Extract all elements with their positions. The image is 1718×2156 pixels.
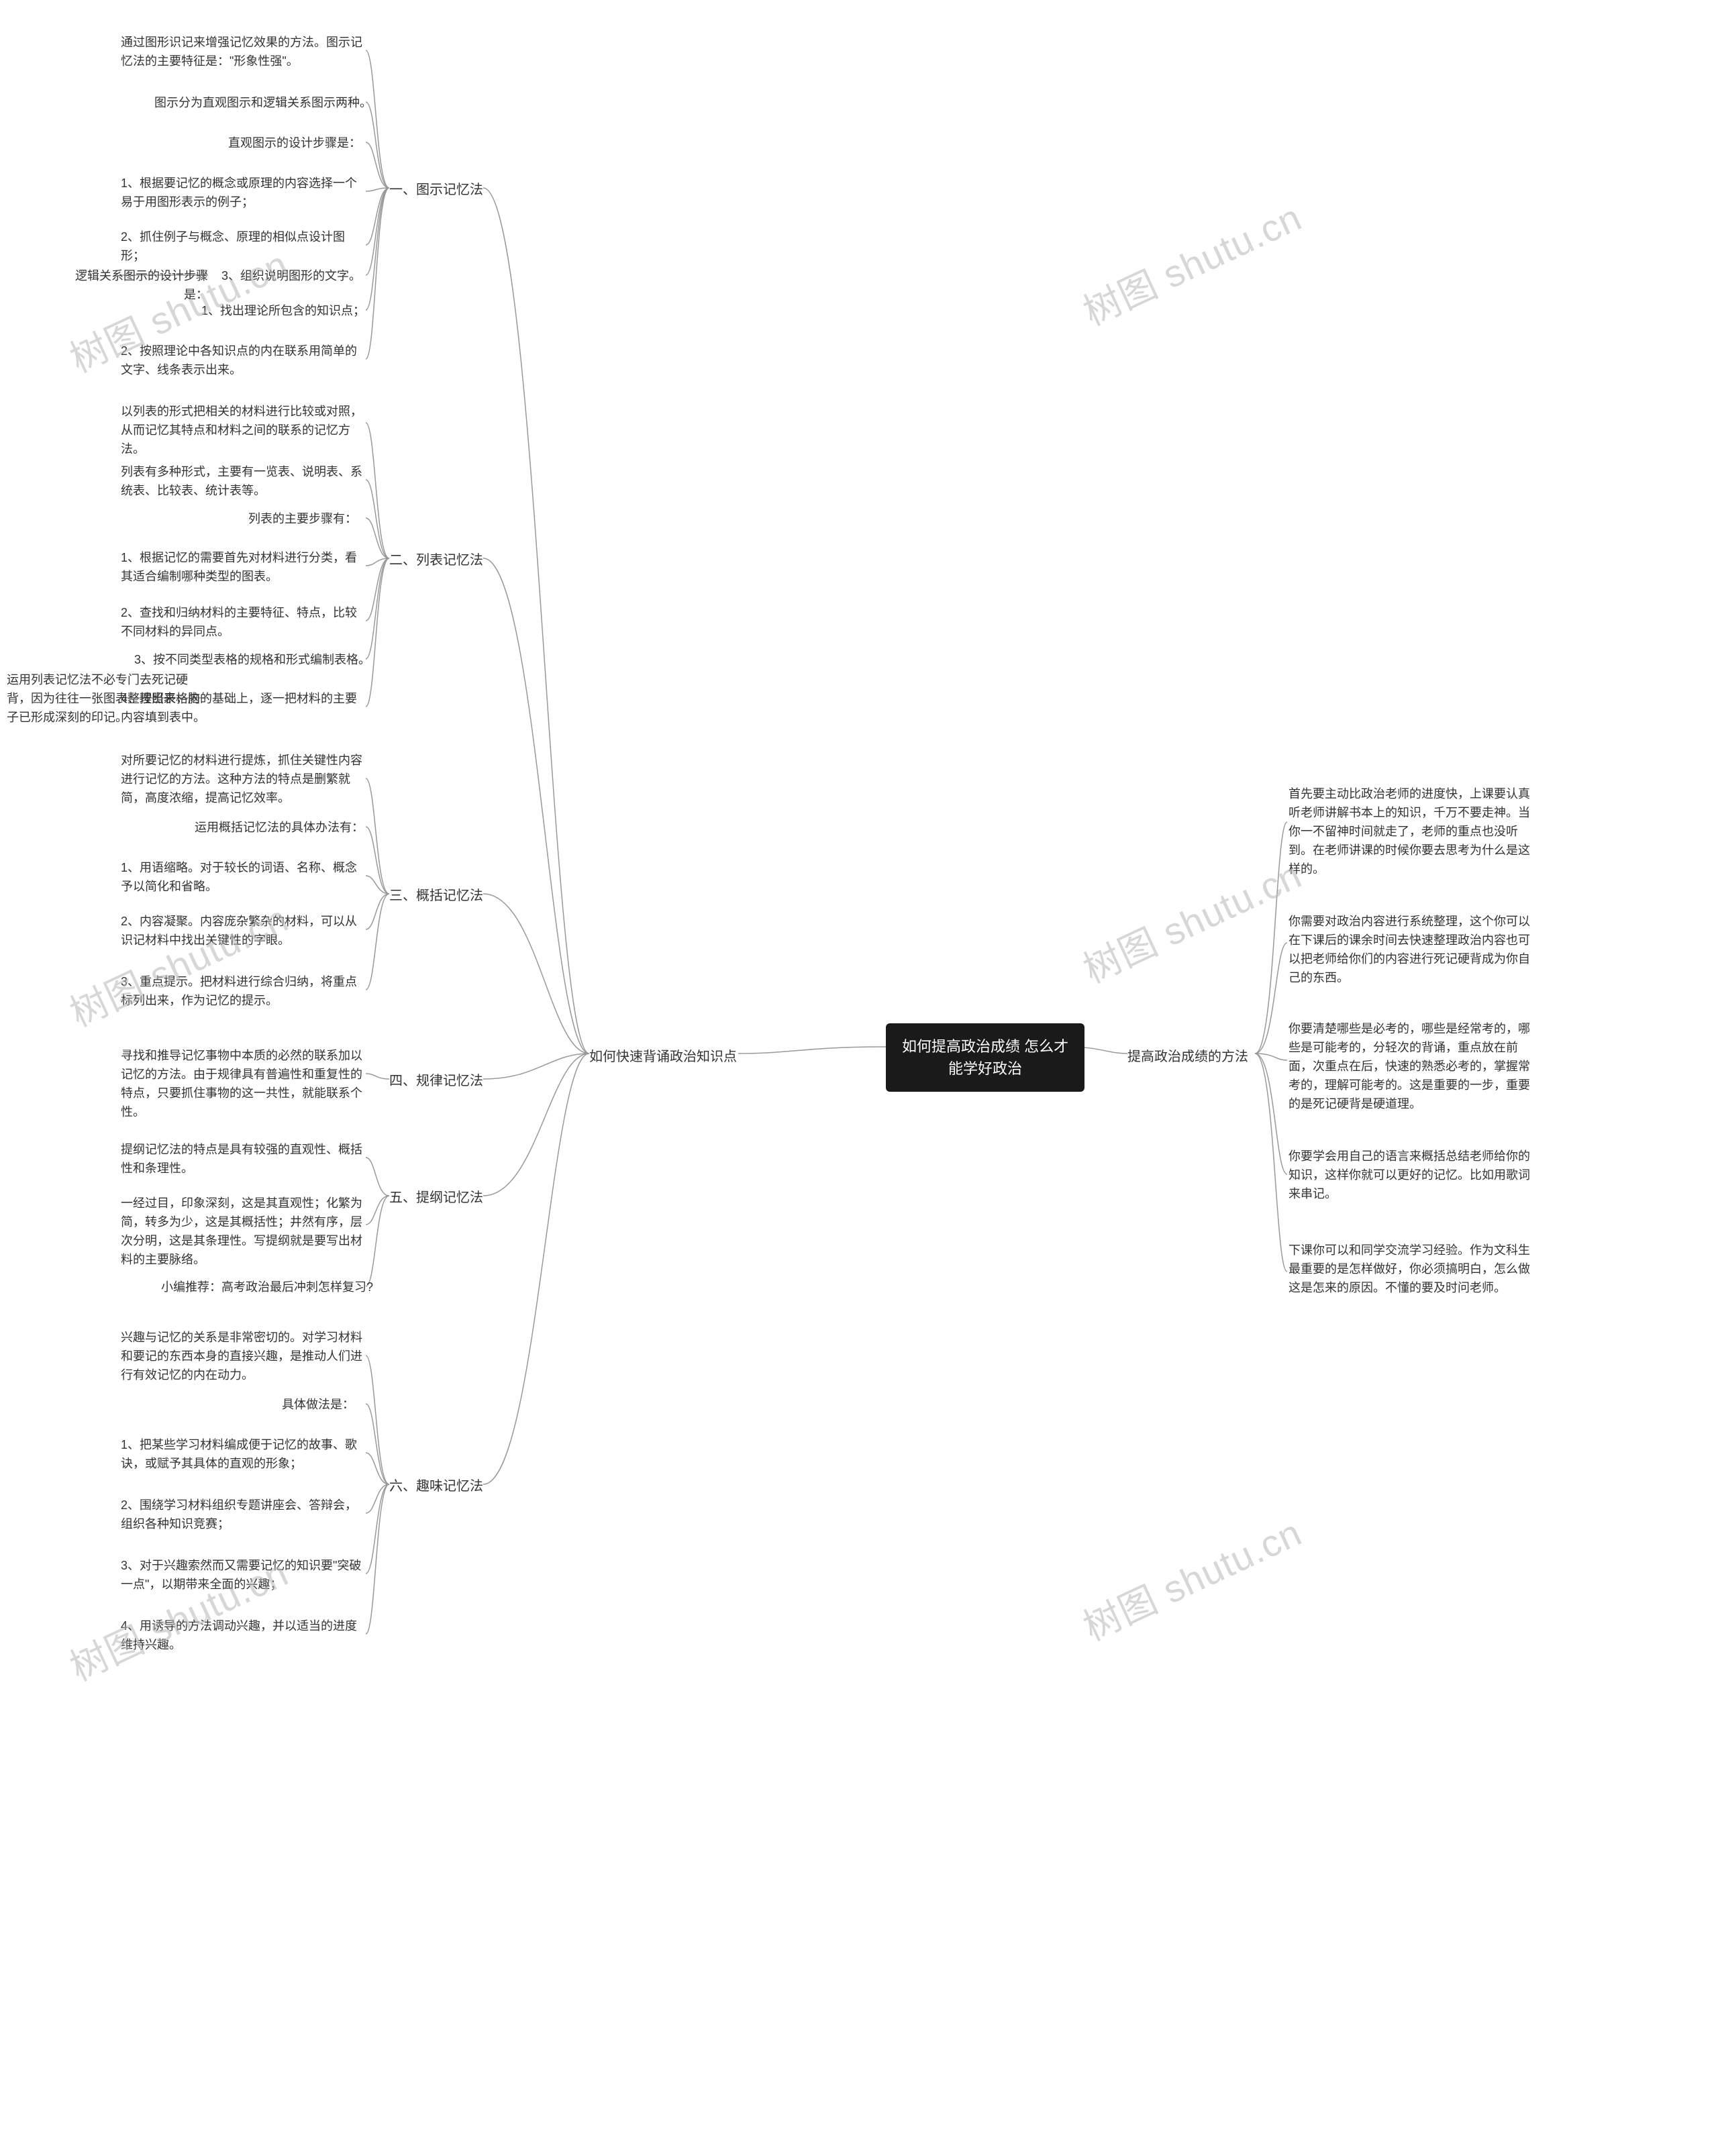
leaf-3-3: 2、内容凝聚。内容庞杂繁杂的材料，可以从识记材料中找出关键性的字眼。 xyxy=(121,913,362,950)
leaf-2-4: 2、查找和归纳材料的主要特征、特点，比较不同材料的异同点。 xyxy=(121,604,362,641)
leaf-6-2: 1、把某些学习材料编成便于记忆的故事、歌诀，或赋予其具体的直观的形象； xyxy=(121,1436,362,1474)
branch-3-label: 三、概括记忆法 xyxy=(389,886,483,906)
leaf-6-0: 兴趣与记忆的关系是非常密切的。对学习材料和要记的东西本身的直接兴趣，是推动人们进… xyxy=(121,1329,362,1385)
leaf-2-2: 列表的主要步骤有： xyxy=(248,510,396,529)
root-line2: 能学好政治 xyxy=(948,1060,1022,1077)
branch-6-label: 六、趣味记忆法 xyxy=(389,1476,483,1496)
branch-4-label: 四、规律记忆法 xyxy=(389,1071,483,1091)
leaf-6-3: 2、围绕学习材料组织专题讲座会、答辩会，组织各种知识竞赛； xyxy=(121,1496,362,1534)
right-leaf-3: 你要学会用自己的语言来概括总结老师给你的知识，这样你就可以更好的记忆。比如用歌词… xyxy=(1288,1147,1530,1204)
right-leaf-2: 你要清楚哪些是必考的，哪些是经常考的，哪些是可能考的，分轻次的背诵，重点放在前面… xyxy=(1288,1020,1530,1113)
leaf-2-1: 列表有多种形式，主要有一览表、说明表、系统表、比较表、统计表等。 xyxy=(121,463,362,501)
branch-2-side: 运用列表记忆法不必专门去死记硬背，因为往往一张图表整理出来，脑子已形成深刻的印记… xyxy=(7,671,208,727)
branch-1-label: 一、图示记忆法 xyxy=(389,180,483,200)
leaf-3-0: 对所要记忆的材料进行提炼，抓住关键性内容进行记忆的方法。这种方法的特点是删繁就简… xyxy=(121,752,362,808)
branch-2-label: 二、列表记忆法 xyxy=(389,550,483,570)
leaf-3-4: 3、重点提示。把材料进行综合归纳，将重点标列出来，作为记忆的提示。 xyxy=(121,973,362,1011)
right-leaf-1: 你需要对政治内容进行系统整理，这个你可以在下课后的课余时间去快速整理政治内容也可… xyxy=(1288,913,1530,988)
leaf-5-2: 小编推荐：高考政治最后冲刺怎样复习? xyxy=(161,1278,389,1297)
leaf-1-0: 通过图形识记来增强记忆效果的方法。图示记忆法的主要特征是："形象性强"。 xyxy=(121,34,362,71)
root-line1: 如何提高政治成绩 怎么才 xyxy=(902,1038,1068,1055)
leaf-5-0: 提纲记忆法的特点是具有较强的直观性、概括性和条理性。 xyxy=(121,1141,362,1178)
branch-5-label: 五、提纲记忆法 xyxy=(389,1188,483,1208)
leaf-1-6: 1、找出理论所包含的知识点； xyxy=(201,302,389,321)
leaf-3-2: 1、用语缩略。对于较长的词语、名称、概念予以简化和省略。 xyxy=(121,859,362,896)
leaf-1-1: 图示分为直观图示和逻辑关系图示两种。 xyxy=(154,94,396,113)
watermark-1: 树图 shutu.cn xyxy=(1073,188,1309,336)
leaf-4-0: 寻找和推导记忆事物中本质的必然的联系加以记忆的方法。由于规律具有普遍性和重复性的… xyxy=(121,1047,362,1122)
leaf-6-4: 3、对于兴趣索然而又需要记忆的知识要"突破一点"，以期带来全面的兴趣； xyxy=(121,1557,362,1594)
leaf-1-7: 2、按照理论中各知识点的内在联系用简单的文字、线条表示出来。 xyxy=(121,342,362,380)
root-node: 如何提高政治成绩 怎么才 能学好政治 xyxy=(886,1023,1084,1092)
leaf-6-1: 具体做法是： xyxy=(282,1396,389,1415)
branch-1-side: 逻辑关系图示的设计步骤是： xyxy=(54,267,208,305)
leaf-1-3: 1、根据要记忆的概念或原理的内容选择一个易于用图形表示的例子； xyxy=(121,174,362,212)
right-leaf-4: 下课你可以和同学交流学习经验。作为文科生最重要的是怎样做好，你必须搞明白，怎么做… xyxy=(1288,1241,1530,1298)
left-category: 如何快速背诵政治知识点 xyxy=(589,1047,737,1067)
leaf-1-2: 直观图示的设计步骤是： xyxy=(228,134,403,153)
leaf-5-1: 一经过目，印象深刻，这是其直观性；化繁为简，转多为少，这是其概括性；井然有序，层… xyxy=(121,1194,362,1270)
watermark-3: 树图 shutu.cn xyxy=(60,889,296,1037)
leaf-6-5: 4、用诱导的方法调动兴趣，并以适当的进度维持兴趣。 xyxy=(121,1617,362,1655)
leaf-1-5: 3、组织说明图形的文字。 xyxy=(221,267,396,286)
watermark-2: 树图 shutu.cn xyxy=(1073,845,1309,994)
leaf-2-0: 以列表的形式把相关的材料进行比较或对照，从而记忆其特点和材料之间的联系的记忆方法… xyxy=(121,403,362,459)
right-leaf-0: 首先要主动比政治老师的进度快，上课要认真听老师讲解书本上的知识，千万不要走神。当… xyxy=(1288,785,1530,878)
right-category: 提高政治成绩的方法 xyxy=(1127,1047,1248,1067)
leaf-2-5: 3、按不同类型表格的规格和形式编制表格。 xyxy=(134,651,376,670)
leaf-2-3: 1、根据记忆的需要首先对材料进行分类，看其适合编制哪种类型的图表。 xyxy=(121,549,362,586)
watermark-5: 树图 shutu.cn xyxy=(1073,1503,1309,1651)
leaf-3-1: 运用概括记忆法的具体办法有： xyxy=(195,819,396,837)
leaf-1-4: 2、抓住例子与概念、原理的相似点设计图形； xyxy=(121,228,362,266)
